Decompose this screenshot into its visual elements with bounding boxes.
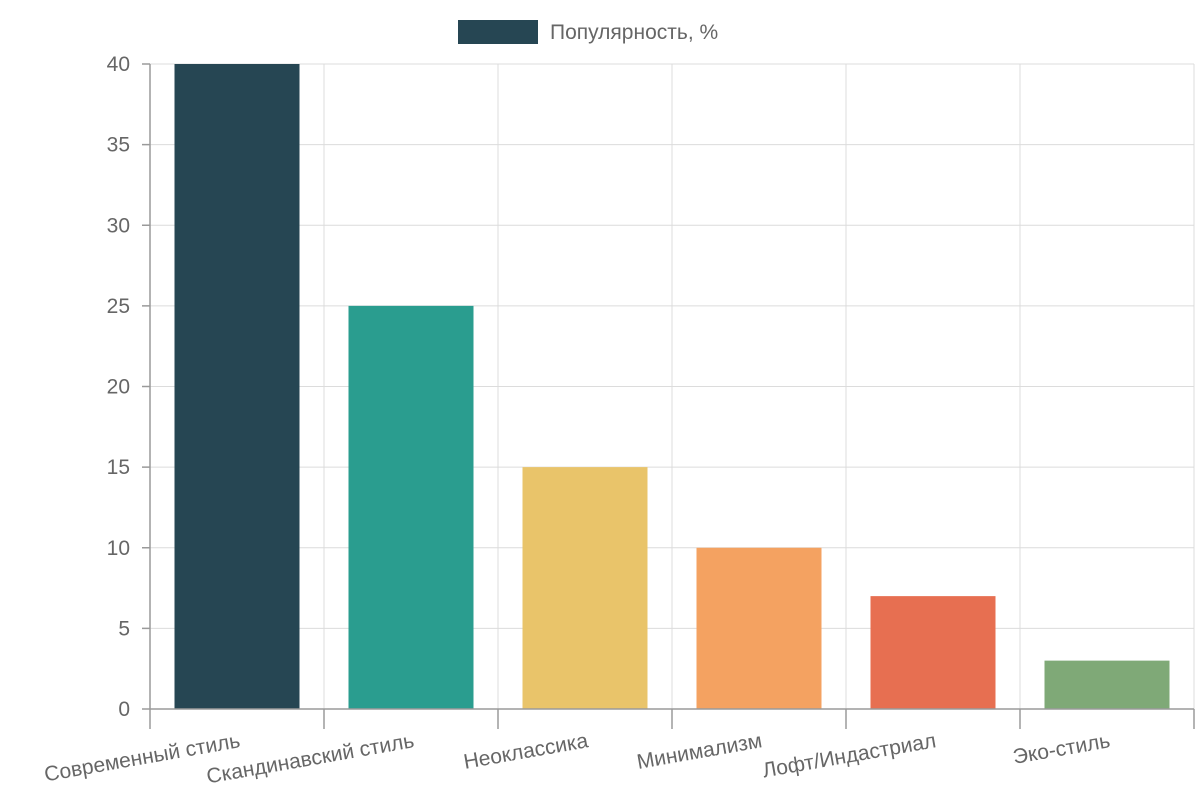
x-tick-label: Эко-стиль	[1011, 729, 1112, 769]
bars	[174, 64, 1170, 709]
y-tick-label: 25	[107, 295, 130, 318]
y-tick-label: 10	[107, 537, 130, 560]
bar[interactable]	[348, 305, 474, 709]
y-tick-label: 15	[107, 456, 130, 479]
bar[interactable]	[522, 467, 648, 709]
x-tick-label: Неоклассика	[462, 729, 590, 774]
legend[interactable]: Популярность, %	[458, 20, 718, 44]
x-tick-label: Минимализм	[635, 729, 764, 774]
y-tick-label: 35	[107, 134, 130, 157]
y-tick-label: 0	[118, 698, 130, 721]
y-tick-label: 5	[118, 617, 130, 640]
y-tick-label: 40	[107, 53, 130, 76]
x-tick-label: Лофт/Индастриал	[761, 729, 938, 782]
legend-label[interactable]: Популярность, %	[550, 21, 718, 44]
bar[interactable]	[696, 547, 822, 709]
bar[interactable]	[174, 64, 300, 709]
y-tick-label: 30	[107, 214, 130, 237]
bar[interactable]	[1044, 660, 1170, 709]
y-tick-label: 20	[107, 376, 130, 399]
bar[interactable]	[870, 596, 996, 709]
legend-swatch[interactable]	[458, 20, 538, 44]
grid	[149, 63, 1195, 710]
